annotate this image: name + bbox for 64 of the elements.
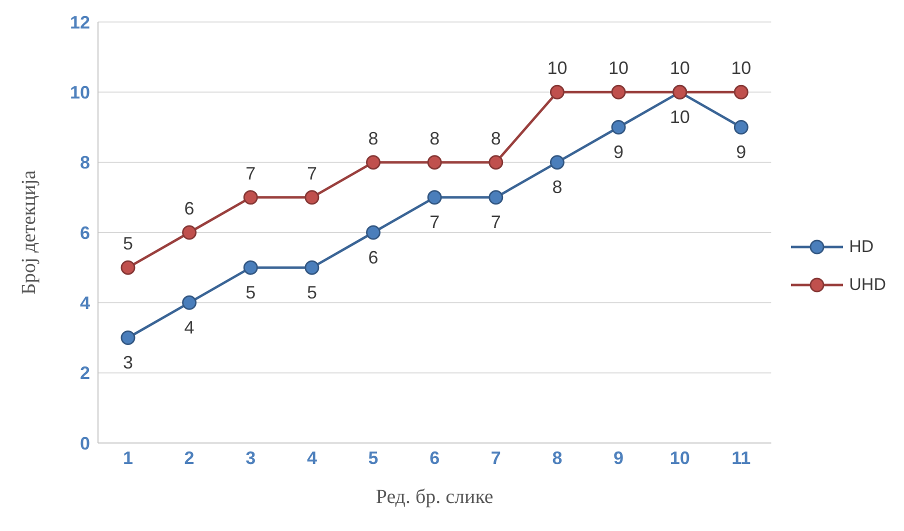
point	[304, 190, 320, 205]
data-label: 8	[368, 128, 378, 148]
data-label: 4	[184, 317, 194, 338]
data-label: 10	[670, 106, 690, 127]
data-label: 10	[731, 58, 752, 78]
x-tick-label: 10	[670, 448, 690, 468]
data-label: 10	[670, 58, 690, 78]
y-tick-label: 8	[80, 152, 90, 173]
point	[488, 190, 504, 205]
data-label: 7	[430, 212, 440, 232]
data-label: 5	[122, 234, 134, 254]
data-label: 5	[306, 282, 317, 302]
legend-label: HD	[849, 236, 874, 256]
point	[120, 260, 136, 275]
x-tick-label: 1	[122, 448, 134, 468]
data-label: 10	[547, 58, 568, 78]
point	[734, 84, 748, 100]
data-label: 7	[246, 163, 256, 184]
y-axis-title: Број детекција	[18, 170, 40, 295]
data-label: 8	[430, 128, 440, 148]
point	[550, 155, 564, 170]
x-tick-label: 2	[184, 448, 194, 468]
point	[182, 295, 197, 310]
y-tick-label: 2	[80, 363, 90, 384]
x-tick-label: 3	[246, 448, 256, 468]
y-tick-label: 10	[70, 82, 90, 103]
data-label: 8	[552, 177, 562, 198]
data-label: 6	[368, 247, 378, 268]
point	[611, 120, 626, 134]
point	[243, 260, 258, 275]
point	[304, 260, 320, 275]
x-tick-label: 6	[430, 448, 440, 468]
x-tick-label: 4	[306, 448, 317, 468]
point	[182, 225, 197, 240]
data-label: 7	[306, 163, 317, 184]
data-label: 6	[184, 198, 194, 218]
y-tick-label: 4	[80, 293, 90, 314]
x-tick-label: 11	[732, 448, 751, 468]
x-tick-label: 8	[552, 448, 562, 468]
point	[366, 155, 381, 170]
x-tick-label: 7	[490, 448, 501, 468]
point	[427, 190, 442, 205]
point	[550, 84, 564, 100]
x-tick-label: 5	[368, 448, 378, 468]
point	[611, 84, 626, 100]
point	[120, 330, 136, 345]
data-label: 5	[246, 282, 256, 302]
x-tick-label: 9	[614, 448, 624, 468]
point	[488, 155, 504, 170]
legend-label: UHD	[849, 274, 886, 294]
point	[243, 190, 258, 205]
data-label: 10	[608, 58, 629, 78]
y-tick-label: 6	[80, 222, 90, 243]
point	[734, 120, 748, 134]
data-label: 9	[736, 142, 746, 162]
data-label: 3	[122, 352, 134, 373]
data-label: 7	[490, 212, 501, 232]
x-axis-title: Ред. бр. слике	[376, 486, 494, 508]
y-tick-label: 0	[80, 433, 90, 454]
point	[427, 155, 442, 170]
data-label: 8	[490, 128, 501, 148]
data-label: 9	[614, 142, 624, 162]
y-tick-label: 12	[70, 12, 90, 32]
point	[366, 225, 381, 240]
